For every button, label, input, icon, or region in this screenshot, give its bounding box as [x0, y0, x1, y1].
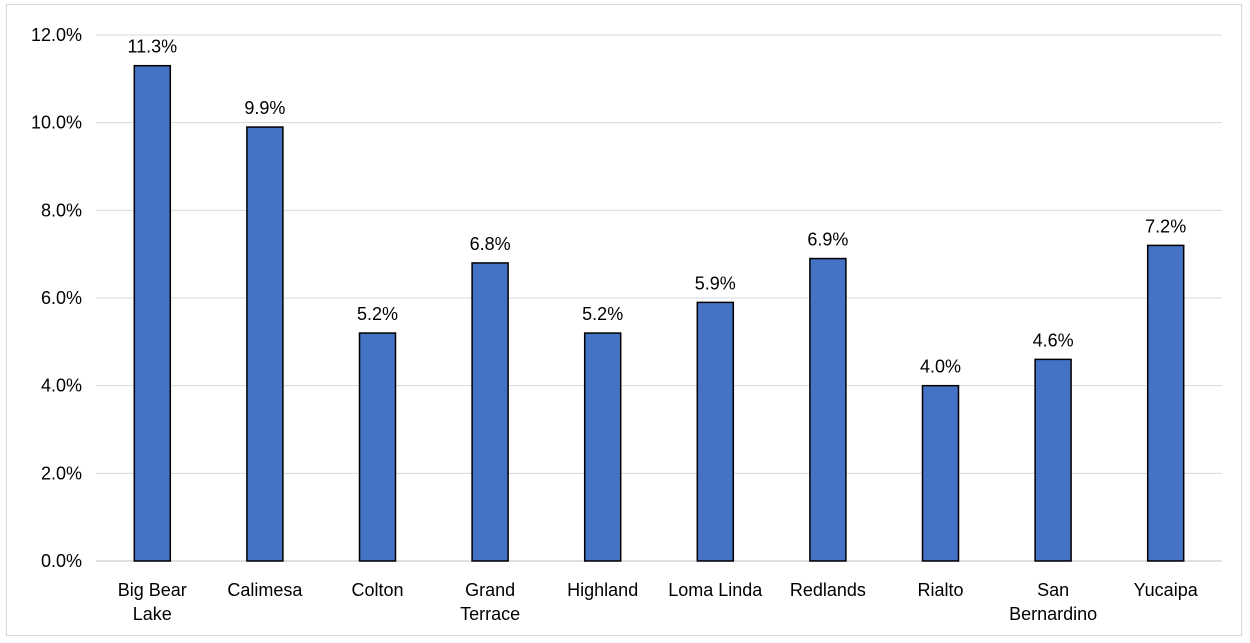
y-tick-label: 2.0%	[41, 463, 82, 483]
x-tick-label-line: Lake	[133, 604, 172, 624]
x-tick-label-line: Calimesa	[227, 580, 303, 600]
bar	[358, 332, 397, 562]
bar	[921, 384, 960, 562]
bar	[471, 262, 509, 562]
data-labels: 11.3% 9.9% 5.2% 6.8% 5.2% 5.9% 6.9% 4.0% 4.6% 7.2…	[127, 37, 1186, 377]
y-axis-tick-labels: 0.0% 2.0% 4.0% 6.0% 8.0% 10.0% 12.0%	[31, 25, 82, 571]
bar	[1034, 358, 1072, 562]
x-tick-label-line: Big Bear	[118, 580, 187, 600]
y-tick-label: 0.0%	[41, 551, 82, 571]
data-label: 5.2%	[582, 304, 623, 324]
x-tick-label: Grand Terrace	[460, 580, 520, 624]
y-tick-label: 4.0%	[41, 376, 82, 396]
data-label: 5.9%	[695, 273, 736, 293]
bar	[809, 257, 847, 562]
x-tick-label-line: Terrace	[460, 604, 520, 624]
data-label: 6.8%	[470, 234, 511, 254]
y-tick-label: 12.0%	[31, 25, 82, 45]
x-tick-label: Big Bear Lake	[118, 580, 187, 624]
gridlines	[96, 34, 1222, 562]
x-tick-label: Colton	[351, 580, 403, 600]
x-tick-label-line: Rialto	[917, 580, 963, 600]
x-tick-label: Loma Linda	[668, 580, 763, 600]
data-label: 9.9%	[244, 98, 285, 118]
x-tick-label: Rialto	[917, 580, 963, 600]
y-tick-label: 6.0%	[41, 288, 82, 308]
y-tick-label: 10.0%	[31, 113, 82, 133]
x-tick-label: Calimesa	[227, 580, 303, 600]
x-tick-label-line: Bernardino	[1009, 604, 1097, 624]
bar	[133, 64, 172, 562]
x-tick-label-line: San	[1037, 580, 1069, 600]
data-label: 4.6%	[1033, 330, 1074, 350]
x-tick-label: Yucaipa	[1134, 580, 1199, 600]
x-tick-label: Highland	[567, 580, 638, 600]
x-tick-label: Redlands	[790, 580, 866, 600]
x-axis-tick-labels: Big Bear Lake Calimesa Colton Grand Terrace Hi…	[118, 580, 1199, 624]
x-tick-label-line: Yucaipa	[1134, 580, 1199, 600]
data-label: 5.2%	[357, 304, 398, 324]
data-label: 4.0%	[920, 357, 961, 377]
x-tick-label-line: Colton	[351, 580, 403, 600]
bar	[583, 332, 622, 562]
data-label: 11.3%	[127, 37, 177, 57]
bars	[133, 64, 1185, 562]
y-tick-label: 8.0%	[41, 200, 82, 220]
x-tick-label-line: Grand	[465, 580, 515, 600]
bar	[246, 126, 284, 562]
data-label: 7.2%	[1145, 216, 1186, 236]
x-tick-label: San Bernardino	[1009, 580, 1097, 624]
bar	[1146, 244, 1185, 562]
data-label: 6.9%	[807, 230, 848, 250]
bar	[696, 301, 735, 562]
x-tick-label-line: Highland	[567, 580, 638, 600]
x-tick-label-line: Loma Linda	[668, 580, 763, 600]
x-tick-label-line: Redlands	[790, 580, 866, 600]
